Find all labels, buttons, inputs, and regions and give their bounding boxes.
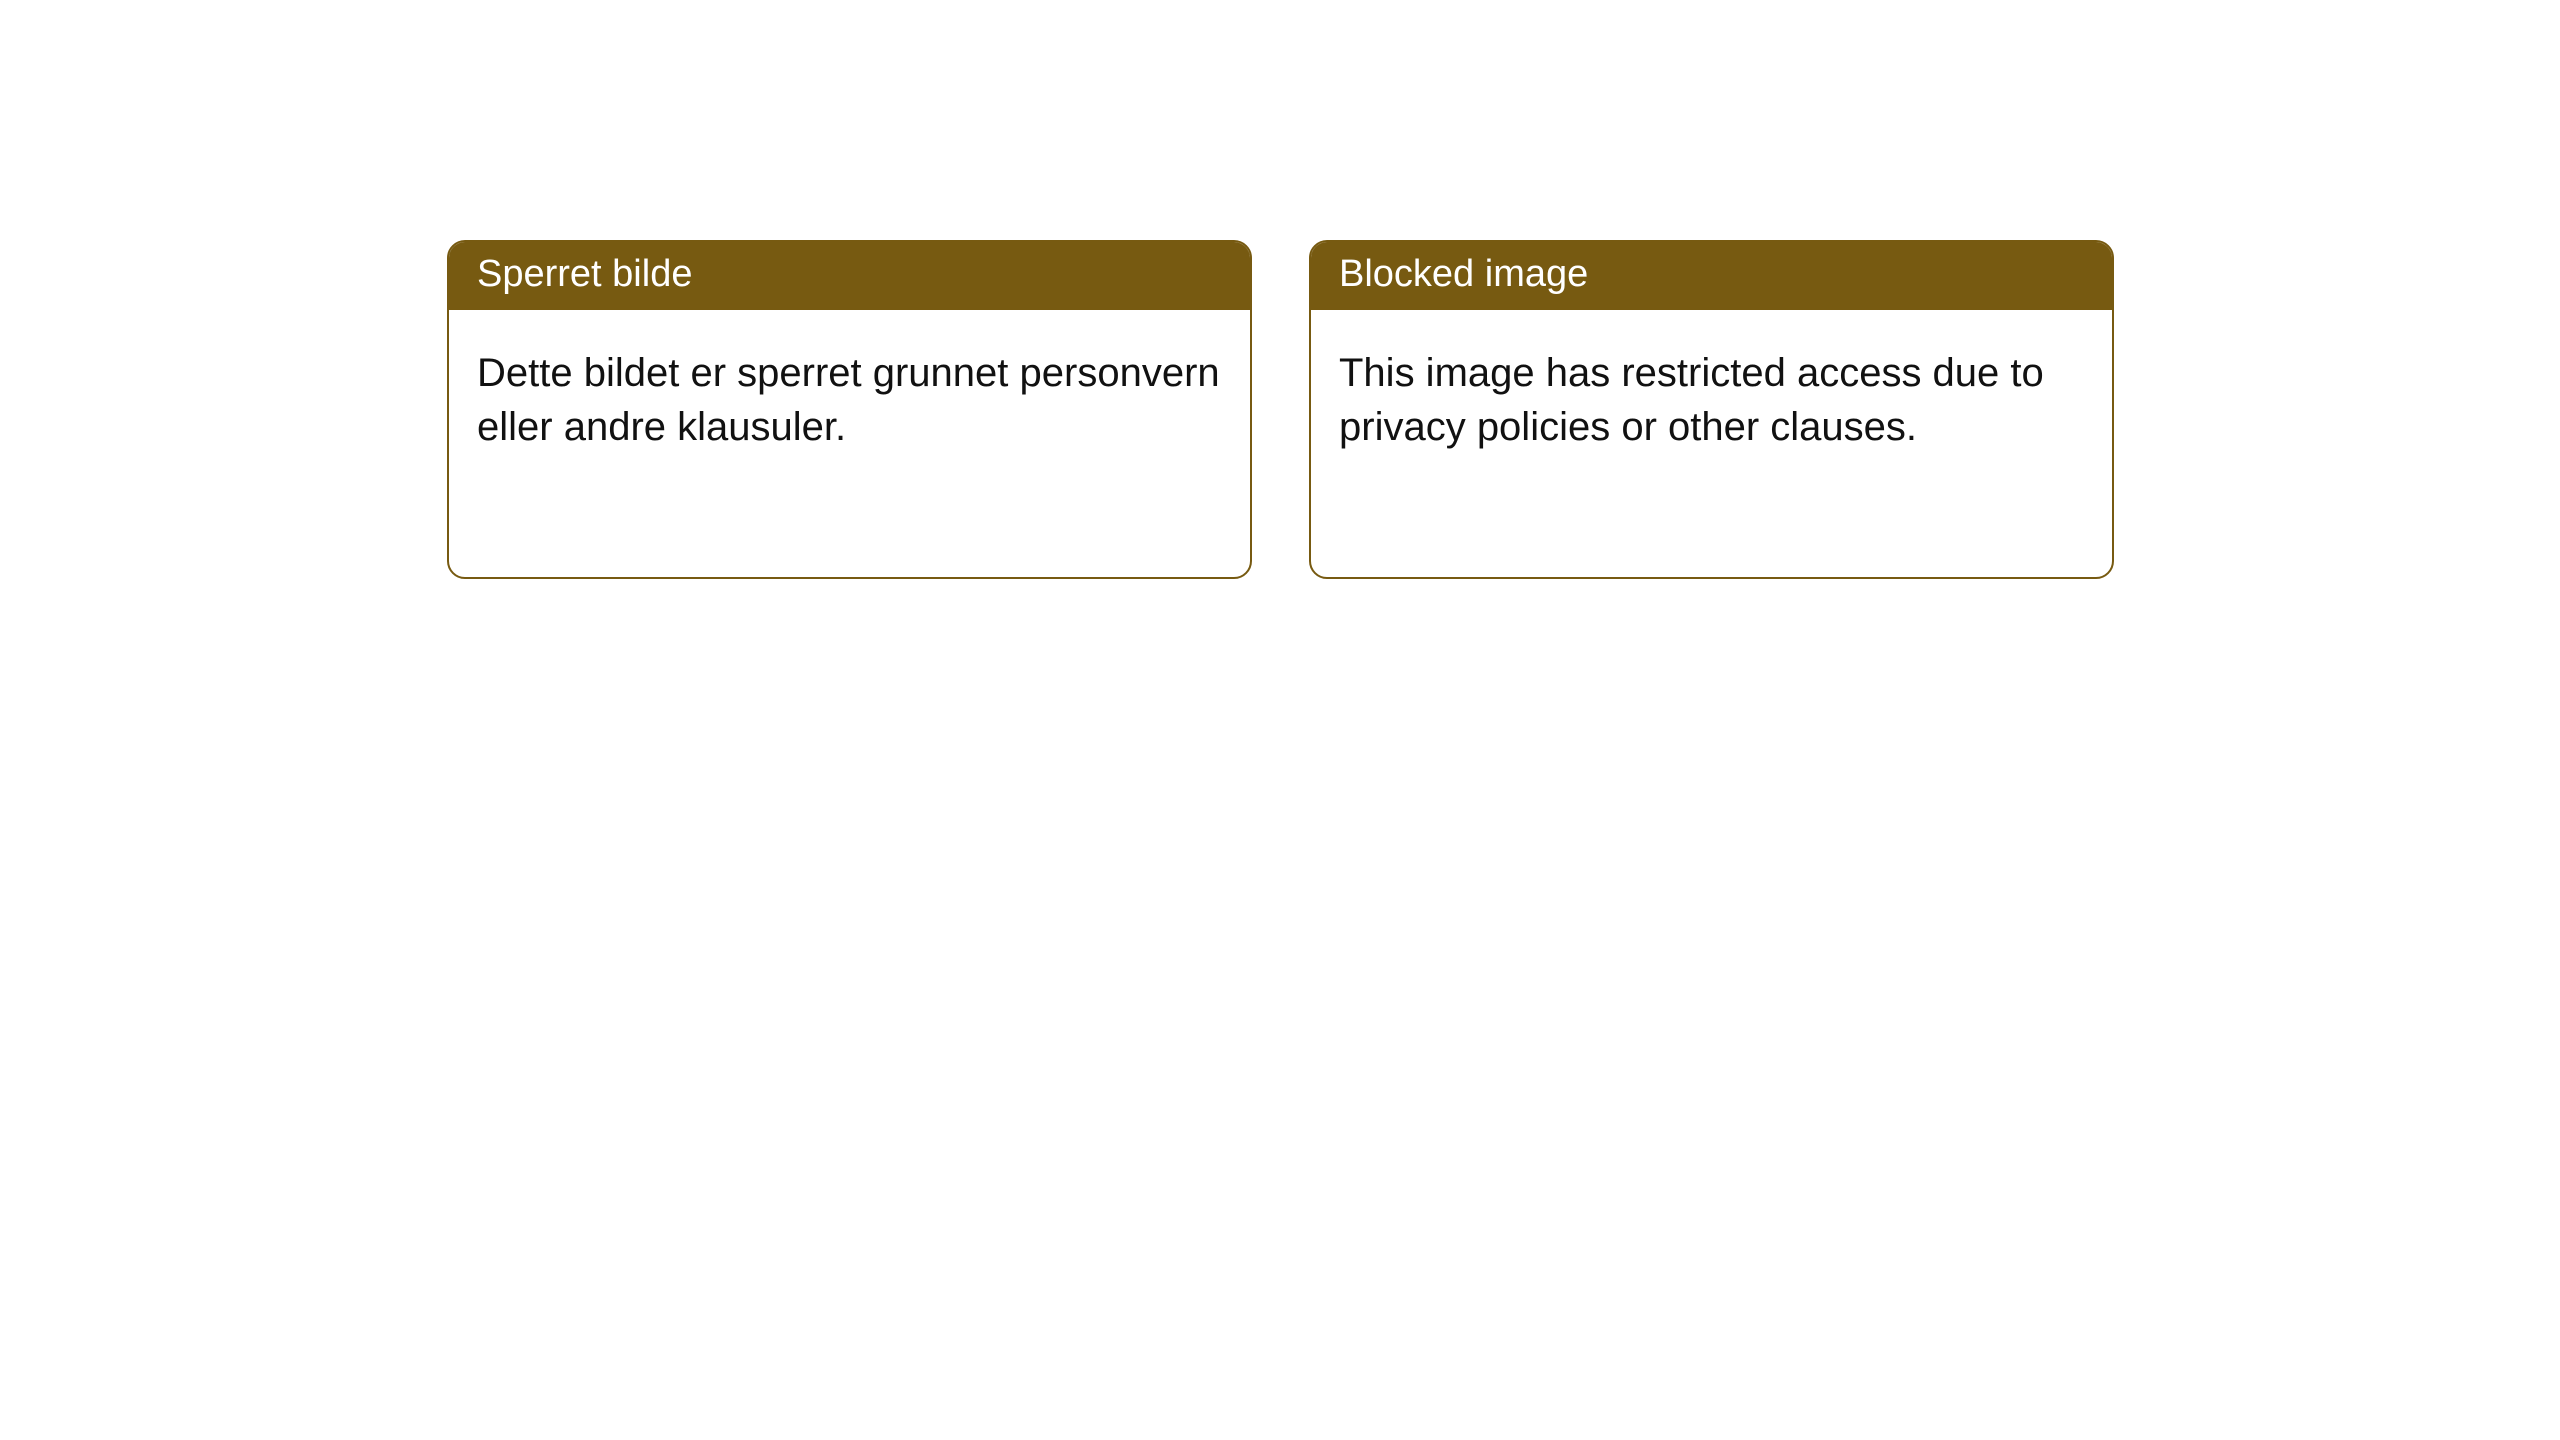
notice-card-english: Blocked image This image has restricted … bbox=[1309, 240, 2114, 579]
notice-container: Sperret bilde Dette bildet er sperret gr… bbox=[447, 240, 2114, 579]
notice-card-norwegian: Sperret bilde Dette bildet er sperret gr… bbox=[447, 240, 1252, 579]
notice-body-norwegian: Dette bildet er sperret grunnet personve… bbox=[449, 310, 1250, 490]
notice-body-english: This image has restricted access due to … bbox=[1311, 310, 2112, 490]
notice-title-norwegian: Sperret bilde bbox=[449, 242, 1250, 310]
notice-title-english: Blocked image bbox=[1311, 242, 2112, 310]
